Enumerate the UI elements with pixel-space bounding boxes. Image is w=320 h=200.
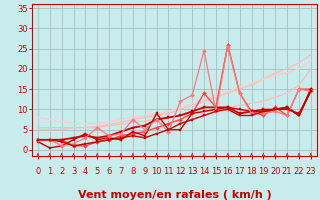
X-axis label: Vent moyen/en rafales ( km/h ): Vent moyen/en rafales ( km/h ): [77, 190, 271, 200]
